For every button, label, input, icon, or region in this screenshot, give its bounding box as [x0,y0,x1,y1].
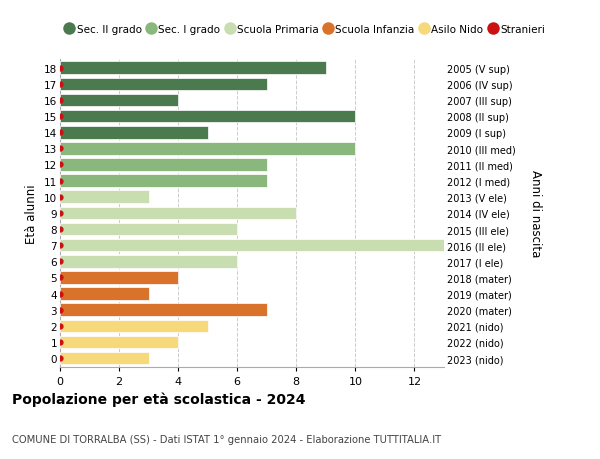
Bar [60,207,296,220]
Bar [60,78,267,91]
Bar [60,95,178,107]
Y-axis label: Anni di nascita: Anni di nascita [529,170,542,257]
Bar [60,256,237,268]
Bar [60,191,149,204]
Bar [60,352,149,364]
Bar [60,127,208,139]
Bar [60,175,267,188]
Bar [60,111,355,123]
Bar [60,223,237,236]
Text: COMUNE DI TORRALBA (SS) - Dati ISTAT 1° gennaio 2024 - Elaborazione TUTTITALIA.I: COMUNE DI TORRALBA (SS) - Dati ISTAT 1° … [12,434,441,444]
Bar [60,288,149,300]
Text: Popolazione per età scolastica - 2024: Popolazione per età scolastica - 2024 [12,392,305,406]
Y-axis label: Età alunni: Età alunni [25,184,38,243]
Bar [60,62,326,75]
Bar [60,159,267,171]
Legend: Sec. II grado, Sec. I grado, Scuola Primaria, Scuola Infanzia, Asilo Nido, Stran: Sec. II grado, Sec. I grado, Scuola Prim… [65,25,545,35]
Bar [60,272,178,284]
Bar [60,336,178,348]
Bar [60,239,444,252]
Bar [60,320,208,332]
Bar [60,304,267,316]
Bar [60,143,355,155]
